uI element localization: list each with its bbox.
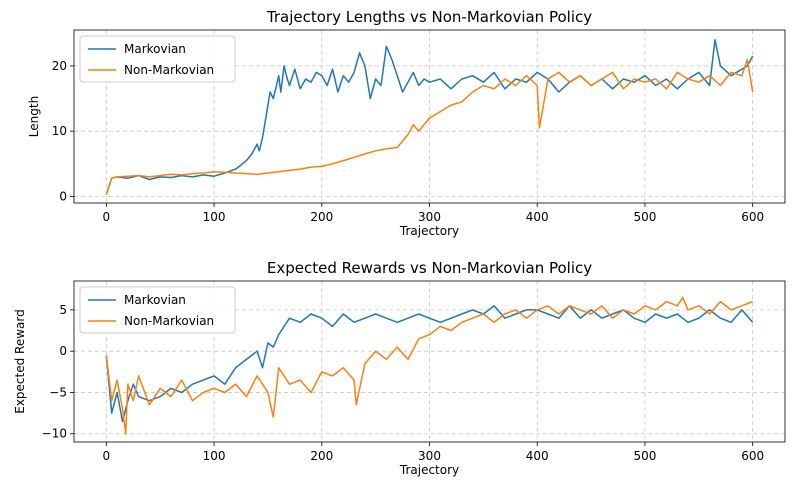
y-tick-label: −5	[49, 385, 67, 399]
y-tick-label: 0	[59, 344, 67, 358]
chart-title: Expected Rewards vs Non-Markovian Policy	[267, 259, 592, 277]
x-axis-label: Trajectory	[399, 463, 459, 477]
x-tick-label: 200	[310, 449, 333, 463]
y-axis-label: Length	[27, 96, 41, 137]
legend: Markovian Non-Markovian	[79, 35, 236, 83]
x-tick-label: 600	[741, 210, 764, 224]
x-tick-label: 300	[418, 449, 441, 463]
subplot-1: 0 100 200 300 400 500 600 0 10 20 Trajectory Lengt…	[27, 8, 786, 238]
y-tick-label: 0	[59, 189, 67, 203]
x-tick-label: 500	[634, 210, 657, 224]
x-tick-label: 100	[203, 449, 226, 463]
legend: Markovian Non-Markovian	[79, 286, 236, 334]
legend-label: Markovian	[124, 42, 186, 56]
series-line-non-markovian	[105, 296, 753, 435]
y-tick-label: 10	[52, 124, 67, 138]
x-tick-label: 500	[634, 449, 657, 463]
x-tick-label: 200	[310, 210, 333, 224]
series-line-markovian	[105, 39, 754, 195]
legend-label: Non-Markovian	[124, 63, 214, 77]
y-tick-label: 20	[52, 59, 67, 73]
x-axis-label: Trajectory	[399, 224, 459, 238]
x-tick-label: 300	[418, 210, 441, 224]
x-tick-label: 400	[526, 210, 549, 224]
y-axis-label: Expected Reward	[13, 309, 27, 414]
x-tick-label: 0	[102, 449, 110, 463]
chart-title: Trajectory Lengths vs Non-Markovian Poli…	[266, 8, 592, 26]
x-tick-label: 600	[741, 449, 764, 463]
series-line-non-markovian	[105, 58, 754, 195]
legend-box	[79, 286, 236, 334]
legend-box	[79, 35, 236, 83]
x-tick-label: 0	[102, 210, 110, 224]
x-tick-label: 100	[203, 210, 226, 224]
y-tick-label: 5	[59, 303, 67, 317]
legend-label: Non-Markovian	[124, 314, 214, 328]
y-tick-label: −10	[42, 427, 67, 441]
subplot-2: 0 100 200 300 400 500 600 −10 −5 0 5 Expected Rewar…	[13, 259, 786, 477]
x-tick-label: 400	[526, 449, 549, 463]
series-line-markovian	[105, 305, 754, 423]
legend-label: Markovian	[124, 293, 186, 307]
